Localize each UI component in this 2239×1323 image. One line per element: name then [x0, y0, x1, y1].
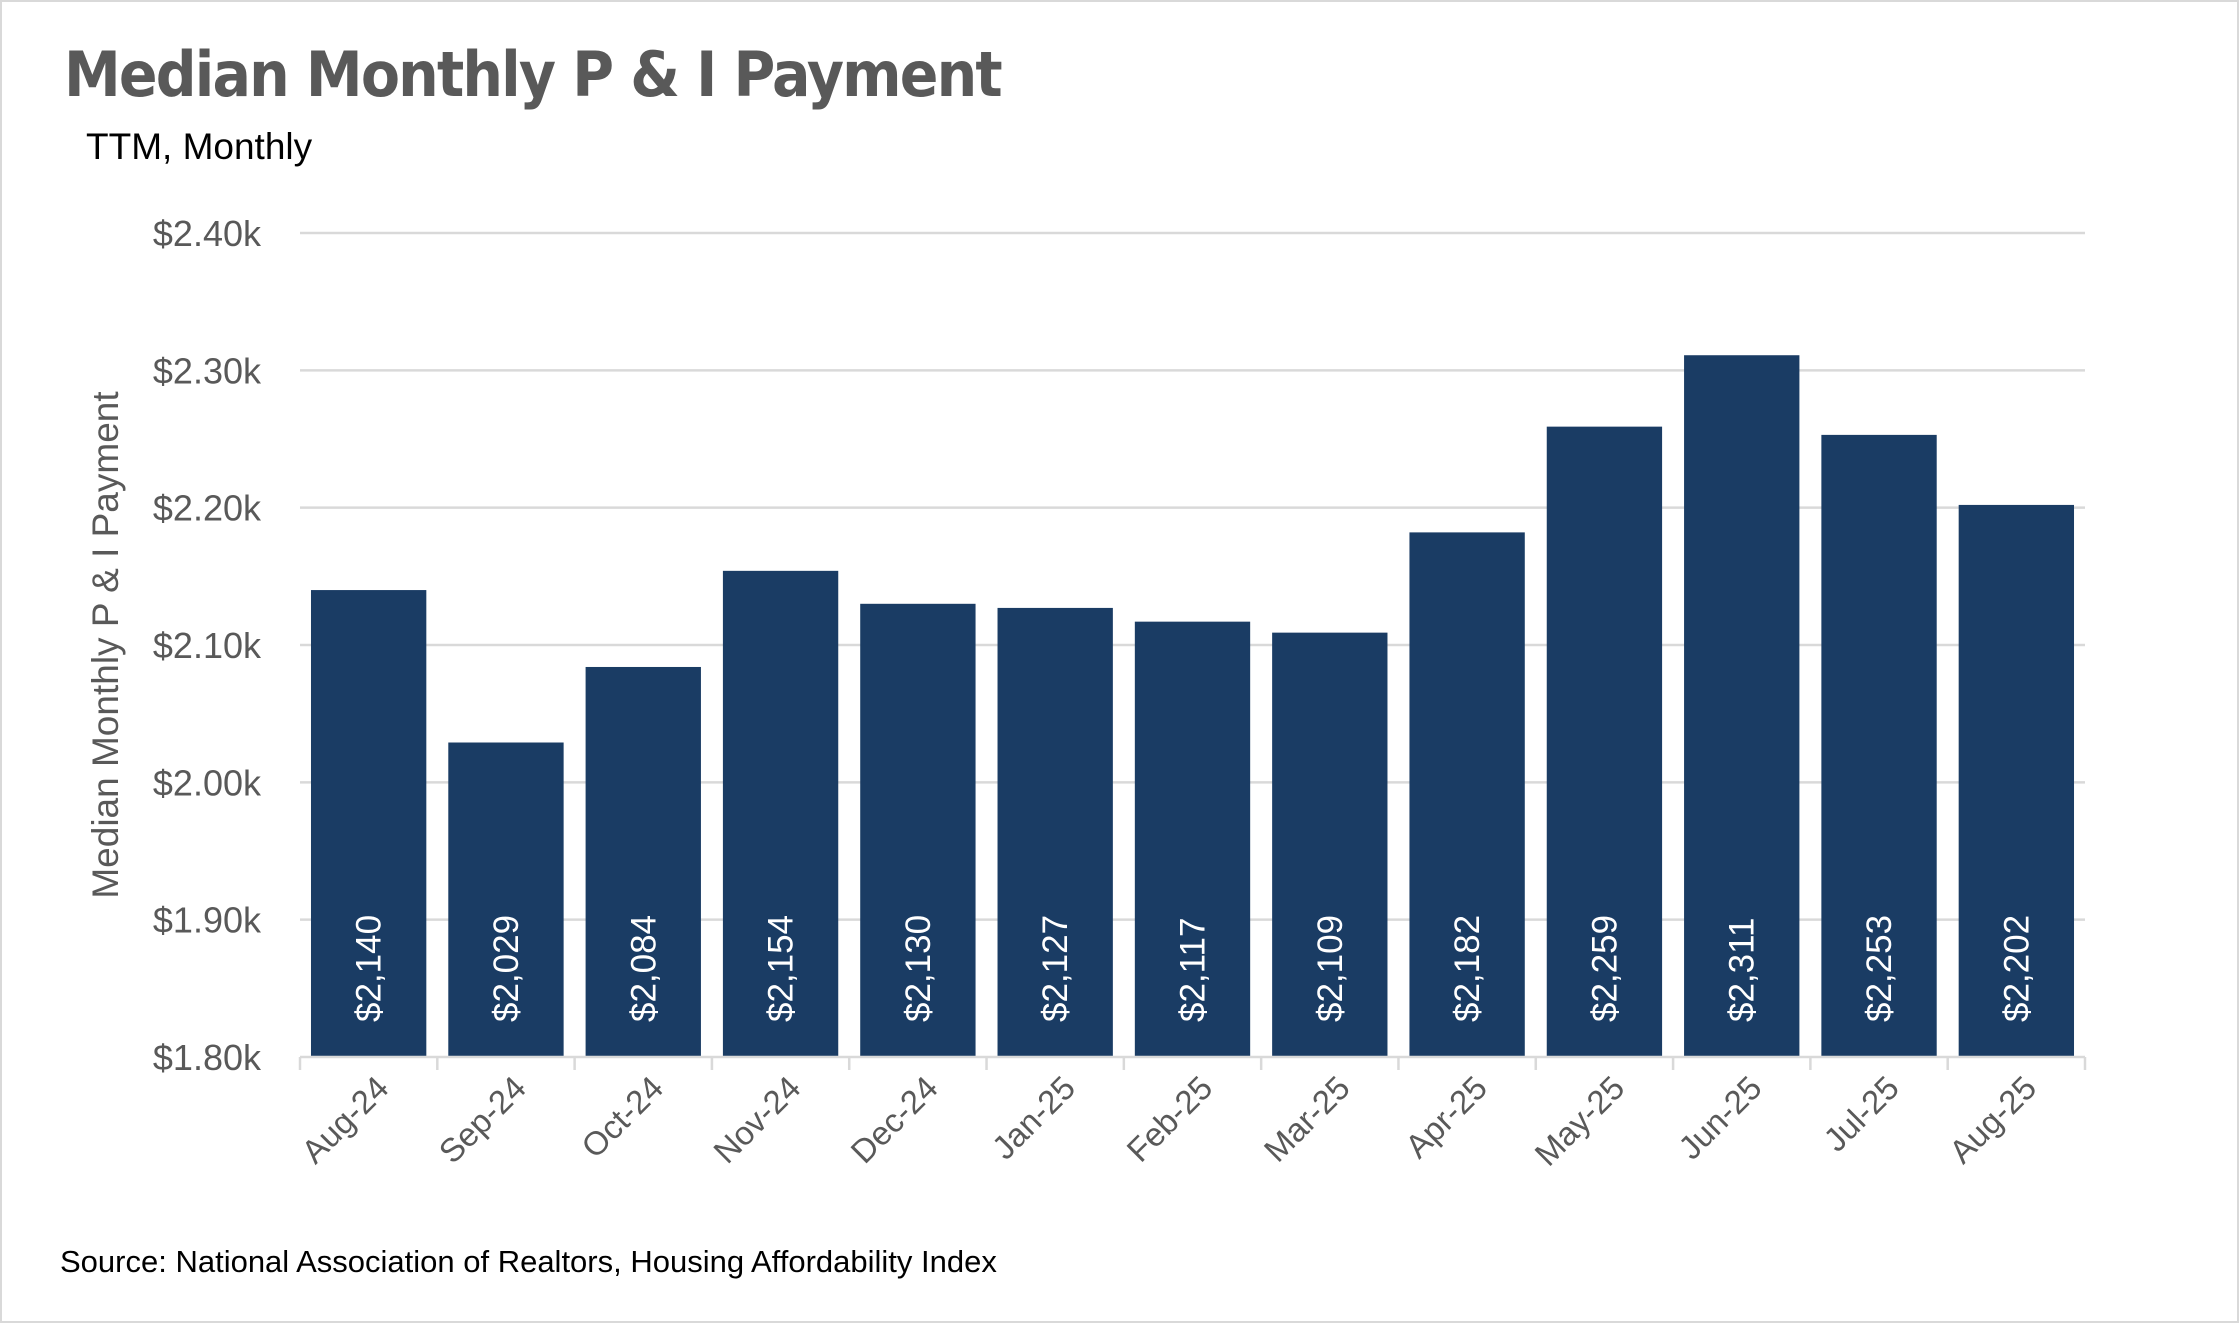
x-tick-label: Dec-24 — [843, 1069, 944, 1170]
bar — [1272, 632, 1388, 1057]
chart-subtitle: TTM, Monthly — [86, 126, 313, 167]
x-tick-label: Apr-25 — [1398, 1069, 1494, 1165]
y-tick-label: $1.90k — [153, 900, 262, 941]
bar — [585, 666, 701, 1057]
x-tick-label: Jul-25 — [1816, 1069, 1906, 1159]
x-tick-label: Jun-25 — [1671, 1069, 1769, 1167]
y-tick-label: $2.10k — [153, 625, 262, 666]
bar — [1958, 504, 2075, 1057]
bar — [1546, 426, 1663, 1057]
bar — [860, 603, 976, 1057]
x-tick-label: May-25 — [1527, 1069, 1631, 1173]
y-tick-label: $2.40k — [153, 213, 262, 254]
data-label: $2,154 — [762, 915, 801, 1022]
x-tick-label: Mar-25 — [1257, 1069, 1357, 1169]
data-label: $2,311 — [1723, 918, 1762, 1022]
chart-title: Median Monthly P & I Payment — [64, 38, 1003, 111]
x-tick-label: Oct-24 — [574, 1069, 670, 1165]
y-tick-label: $2.20k — [153, 488, 262, 529]
y-tick-label: $2.00k — [153, 762, 262, 803]
x-tick-label: Feb-25 — [1119, 1069, 1219, 1169]
x-tick-label: Aug-24 — [294, 1069, 395, 1170]
bar — [448, 742, 564, 1057]
data-label: $2,029 — [487, 915, 526, 1022]
data-label: $2,140 — [350, 915, 389, 1022]
data-label: $2,130 — [899, 915, 938, 1022]
bar — [1684, 355, 1800, 1057]
y-tick-label: $2.30k — [153, 350, 262, 391]
data-label: $2,109 — [1311, 915, 1350, 1022]
x-tick-label: Aug-25 — [1942, 1069, 2043, 1170]
data-label: $2,127 — [1036, 915, 1075, 1022]
data-label: $2,117 — [1174, 918, 1213, 1022]
y-tick-label: $1.80k — [153, 1037, 262, 1078]
bar — [1409, 532, 1525, 1057]
bar — [1134, 621, 1251, 1057]
bar — [1821, 434, 1937, 1057]
x-tick-label: Sep-24 — [431, 1069, 532, 1170]
bar — [722, 570, 839, 1057]
y-axis-label: Median Monthly P & I Payment — [85, 391, 126, 899]
data-label: $2,182 — [1448, 915, 1487, 1022]
data-label: $2,253 — [1860, 915, 1899, 1022]
source-note: Source: National Association of Realtors… — [60, 1244, 997, 1279]
data-label: $2,202 — [1997, 915, 2036, 1022]
x-tick-label: Nov-24 — [706, 1069, 807, 1170]
data-label: $2,259 — [1585, 915, 1624, 1022]
x-tick-label: Jan-25 — [985, 1069, 1083, 1167]
data-label: $2,084 — [624, 915, 663, 1022]
bar — [310, 590, 427, 1057]
bar — [997, 607, 1113, 1057]
